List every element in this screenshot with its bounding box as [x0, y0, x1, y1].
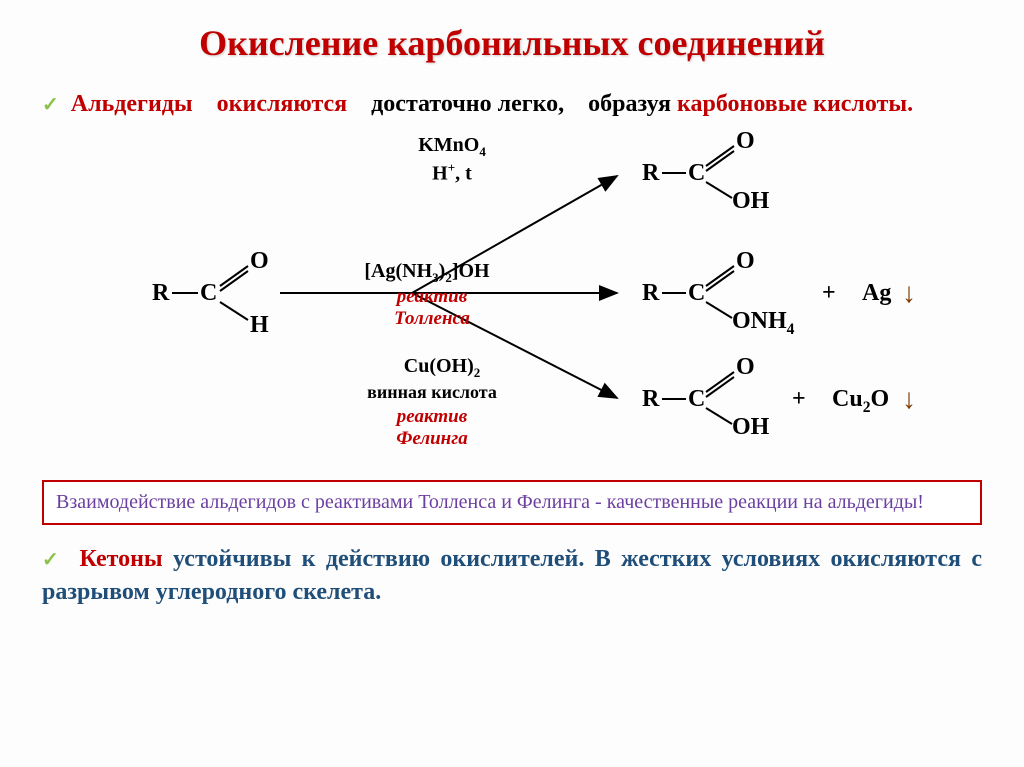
reagent-kmno4: KMnO4: [392, 134, 512, 160]
prod3-C: C: [688, 386, 705, 413]
precip-arrow-2: ↓: [902, 384, 916, 416]
prod2-O: O: [736, 248, 755, 275]
bond-c-h: [218, 298, 252, 324]
precip-arrow-1: ↓: [902, 278, 916, 310]
prod3-bond-co: [704, 368, 738, 398]
bond-r-c: [172, 288, 198, 298]
lead-w3: достаточно легко,: [371, 91, 564, 117]
prod2-R: R: [642, 280, 659, 307]
prod3-plus: +: [792, 386, 806, 413]
page-title: Окисление карбонильных соединений: [42, 22, 982, 64]
ket-w1: Кетоны: [79, 546, 162, 572]
note-feling-2: Фелинга: [372, 428, 492, 450]
prod1-bond-rc: [662, 168, 686, 178]
note-tollens-2: Толленса: [372, 308, 492, 330]
prod2-bond-rc: [662, 288, 686, 298]
prod1-R: R: [642, 160, 659, 187]
lead-w2: окисляются: [217, 91, 348, 117]
note-tollens-1: реактив: [372, 286, 492, 308]
lead-w5: карбоновые кислоты.: [677, 91, 913, 117]
start-O: O: [250, 248, 269, 275]
prod3-R: R: [642, 386, 659, 413]
prod3-bond-rc: [662, 394, 686, 404]
reaction-scheme: R C O H KMnO4 H+, t [Ag(NH3)2]OH реактив…: [42, 130, 982, 470]
lead-w1: Альдегиды: [71, 91, 193, 117]
reagent-cond1: H+, t: [392, 160, 512, 186]
prod2-plus: +: [822, 280, 836, 307]
start-C: C: [200, 280, 217, 307]
prod3-cu2o: Cu2O: [832, 386, 889, 417]
bond-c-o-double: [218, 262, 252, 292]
start-H: H: [250, 312, 269, 339]
prod3-O: O: [736, 354, 755, 381]
lead-w4: образуя: [588, 91, 671, 117]
callout-box: Взаимодействие альдегидов с реактивами Т…: [42, 480, 982, 525]
prod2-ag: Ag: [862, 280, 891, 307]
prod3-bond-coh: [704, 404, 734, 426]
prod1-OH: OH: [732, 188, 769, 215]
note-feling-1: реактив: [372, 406, 492, 428]
prod2-C: C: [688, 280, 705, 307]
ketones-note: ✓ Кетоны устойчивы к действию окислителе…: [42, 543, 982, 608]
prod1-C: C: [688, 160, 705, 187]
check-icon-2: ✓: [42, 549, 63, 571]
prod1-bond-coh: [704, 178, 734, 200]
reagent-wine-acid: винная кислота: [332, 382, 532, 403]
prod2-bond-onh4: [704, 298, 734, 320]
prod1-O: O: [736, 128, 755, 155]
prod1-bond-co: [704, 142, 738, 172]
check-icon: ✓: [42, 94, 59, 116]
lead-sentence: ✓ Альдегиды окисляются достаточно легко,…: [42, 88, 982, 120]
reagent-tollens: [Ag(NH3)2]OH: [332, 260, 522, 286]
prod2-ONH4: ONH4: [732, 308, 794, 339]
prod2-bond-co: [704, 262, 738, 292]
start-R: R: [152, 280, 169, 307]
reagent-cuoh2: Cu(OH)2: [372, 355, 512, 381]
ket-w2: устойчивы к действию окислителей.: [173, 546, 584, 572]
prod3-OH: OH: [732, 414, 769, 441]
